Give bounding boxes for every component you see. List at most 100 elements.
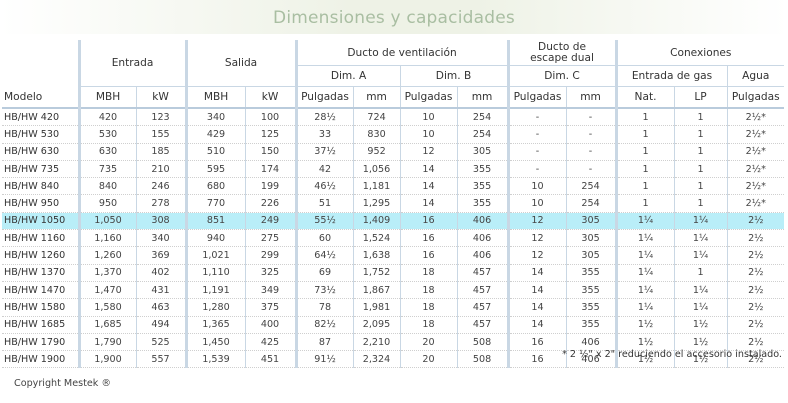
table-cell: 940 — [184, 229, 245, 248]
model-cell: HB/HW 1260 — [2, 246, 79, 265]
table-cell: 1 — [673, 264, 728, 282]
header-mm: mm — [456, 86, 509, 109]
table-cell: 1,056 — [352, 160, 401, 179]
table-cell: 1½ — [614, 350, 675, 369]
table-cell: 457 — [456, 298, 509, 317]
table-cell: 724 — [352, 108, 401, 127]
page-title: Dimensiones y capacidades — [273, 8, 515, 28]
table-cell: 14 — [399, 160, 458, 179]
table-cell: 64½ — [294, 246, 354, 265]
table-cell: 299 — [244, 246, 297, 265]
table-cell: 10 — [399, 108, 458, 127]
table-cell: 185 — [135, 143, 186, 161]
table-cell: 2½* — [726, 143, 785, 161]
table-cell: 14 — [506, 264, 567, 282]
table-cell: 851 — [184, 212, 245, 231]
table-cell: 2½ — [726, 298, 785, 317]
table-cell: 2½* — [726, 160, 785, 179]
table-cell: 406 — [456, 212, 509, 231]
table-cell: 305 — [456, 143, 509, 161]
table-cell: 1 — [614, 194, 675, 213]
table-row: HB/HW 840 840 246 680 199 46½ 1,181 14 355 10 254 1… — [2, 177, 785, 196]
table-cell: 406 — [565, 333, 617, 352]
table-cell: 12 — [506, 246, 567, 265]
table-cell: 2½ — [726, 350, 785, 369]
table-cell: 1½ — [614, 333, 675, 352]
table-cell: 595 — [184, 160, 245, 179]
table-cell: 1 — [614, 125, 675, 144]
model-cell: HB/HW 1685 — [2, 316, 79, 334]
table-cell: 1¼ — [673, 229, 728, 248]
table-row: HB/HW 1790 1,790 525 1,450 425 87 2,210 20 508 16… — [2, 333, 785, 352]
model-cell: HB/HW 1470 — [2, 281, 79, 300]
table-cell: 305 — [565, 246, 617, 265]
table-cell: 557 — [135, 350, 186, 369]
table-cell: 1 — [614, 143, 675, 161]
table-cell: 199 — [244, 177, 297, 196]
table-cell: 308 — [135, 212, 186, 231]
table-body: HB/HW 420 420 123 340 100 28½ 724 10 254- -1 1 2½* H… — [2, 108, 785, 369]
table-row: HB/HW 950 950 278 770 226 51 1,295 14 355 10 254 1 1… — [2, 194, 785, 213]
table-cell: 1 — [614, 108, 675, 127]
table-cell: 451 — [244, 350, 297, 369]
header-mm: mm — [352, 86, 401, 109]
table-cell: 1,470 — [77, 281, 136, 300]
footnote: * 2 ½" x 2" reduciendo el accesorio inst… — [562, 349, 782, 360]
table-cell: 355 — [565, 298, 617, 317]
table-cell: 2½* — [726, 108, 785, 127]
table-cell: 1,685 — [77, 316, 136, 334]
table-cell: 14 — [399, 177, 458, 196]
table-cell: 18 — [399, 281, 458, 300]
table-cell: 16 — [399, 212, 458, 231]
table-cell: 950 — [77, 194, 136, 213]
table-cell: 2½ — [726, 316, 785, 334]
table-cell: 400 — [244, 316, 297, 334]
table-cell: 510 — [184, 143, 245, 161]
table-cell: 1,867 — [352, 281, 401, 300]
header-pulgadas: Pulgadas — [506, 86, 567, 109]
table-cell: 28½ — [294, 108, 354, 127]
table-cell: - — [565, 143, 617, 161]
table-cell: 33 — [294, 125, 354, 144]
model-cell: HB/HW 1370 — [2, 264, 79, 282]
table-cell: 457 — [456, 264, 509, 282]
header-entrada-gas: Entrada de gas — [614, 65, 728, 87]
table-row: HB/HW 530 530 155 429 125 33 830 10 254- -1 1 2½* — [2, 125, 785, 144]
model-cell: HB/HW 1580 — [2, 298, 79, 317]
table-cell: 406 — [456, 229, 509, 248]
table-cell: 51 — [294, 194, 354, 213]
table-cell: 2½ — [726, 229, 785, 248]
model-cell: HB/HW 420 — [2, 108, 79, 127]
table-cell: 2,095 — [352, 316, 401, 334]
table-cell: 420 — [77, 108, 136, 127]
table-cell: 2½ — [726, 212, 785, 231]
table-cell: 457 — [456, 316, 509, 334]
table-cell: 508 — [456, 350, 509, 369]
table-row: HB/HW 420 420 123 340 100 28½ 724 10 254- -1 1 2½* — [2, 108, 785, 127]
header-salida: Salida — [184, 40, 297, 87]
table-cell: 18 — [399, 316, 458, 334]
table-cell: 1,365 — [184, 316, 245, 334]
table-cell: 355 — [565, 316, 617, 334]
table-row: HB/HW 1900 1,900 557 1,539 451 91½ 2,324 20 508 1… — [2, 350, 785, 369]
table-cell: 1 — [673, 125, 728, 144]
table-cell: 1½ — [673, 350, 728, 369]
table-cell: 1,181 — [352, 177, 401, 196]
table-cell: 735 — [77, 160, 136, 179]
header-conexiones: Conexiones — [614, 40, 785, 66]
table-cell: 16 — [399, 246, 458, 265]
table-cell: 20 — [399, 350, 458, 369]
header-pulgadas: Pulgadas — [294, 86, 354, 109]
table-cell: 254 — [565, 194, 617, 213]
table-cell: 340 — [184, 108, 245, 127]
table-cell: 91½ — [294, 350, 354, 369]
header-ducto-ventilacion: Ducto de ventilación — [294, 40, 509, 66]
table-cell: 770 — [184, 194, 245, 213]
table-cell: 375 — [244, 298, 297, 317]
header-modelo: Modelo — [2, 86, 79, 109]
table-cell: - — [506, 143, 567, 161]
table-cell: 325 — [244, 264, 297, 282]
table-cell: 2½* — [726, 177, 785, 196]
table-cell: 1¼ — [673, 298, 728, 317]
header-dim-c: Dim. C — [506, 65, 617, 87]
